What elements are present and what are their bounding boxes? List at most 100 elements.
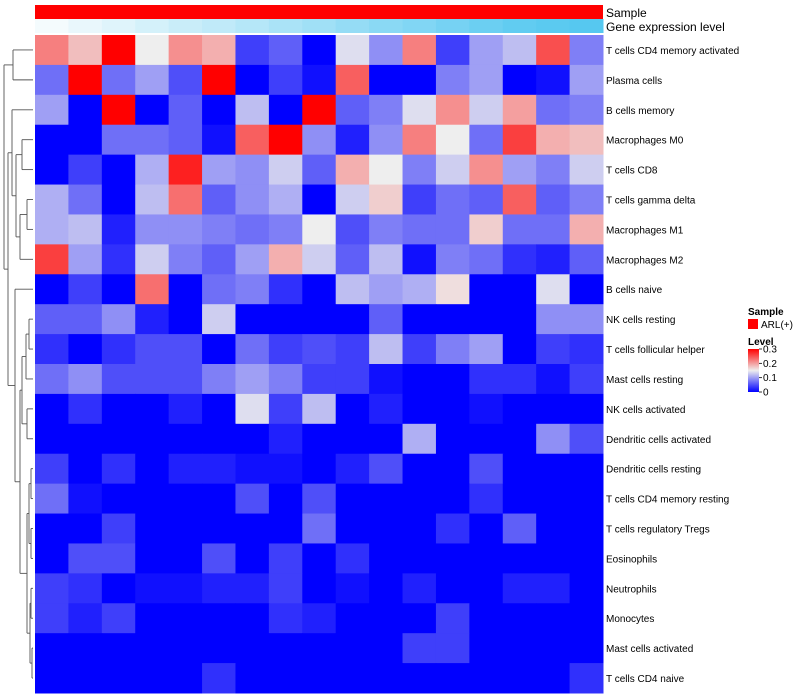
heatmap-cell bbox=[68, 304, 103, 335]
heatmap-cell bbox=[268, 154, 303, 186]
heatmap-cell bbox=[502, 214, 537, 245]
heatmap-cell bbox=[469, 513, 504, 544]
heatmap-cell bbox=[335, 334, 370, 365]
heatmap-cell bbox=[68, 423, 103, 455]
heatmap-cell bbox=[202, 393, 236, 425]
annotation-gene-cell bbox=[435, 19, 470, 33]
annotation-label-gene-expression: Gene expression level bbox=[606, 20, 725, 34]
heatmap-cell bbox=[235, 513, 270, 544]
heatmap-cell bbox=[469, 393, 504, 425]
heatmap-cell bbox=[135, 334, 170, 365]
heatmap-cell bbox=[235, 423, 270, 455]
row-label: Dendritic cells activated bbox=[606, 435, 711, 446]
heatmap-cell bbox=[101, 423, 136, 455]
heatmap-cell bbox=[235, 393, 270, 425]
heatmap-cell bbox=[335, 423, 370, 455]
heatmap-cell bbox=[268, 334, 303, 365]
heatmap-cell bbox=[202, 304, 236, 335]
heatmap-cell bbox=[402, 35, 437, 66]
row-label: T cells CD4 memory activated bbox=[606, 46, 739, 57]
heatmap-cell bbox=[502, 663, 537, 694]
heatmap-cell bbox=[502, 124, 537, 156]
heatmap-cell bbox=[369, 334, 404, 365]
heatmap-cell bbox=[101, 184, 136, 215]
heatmap-cell bbox=[469, 184, 504, 215]
heatmap-cell bbox=[402, 184, 437, 215]
heatmap-cell bbox=[235, 154, 270, 186]
legend-level-title: Level bbox=[748, 337, 774, 348]
heatmap-cell bbox=[202, 573, 236, 604]
heatmap-cell bbox=[202, 124, 236, 156]
heatmap-cell bbox=[435, 483, 470, 515]
heatmap-cell bbox=[35, 244, 69, 275]
heatmap-cell bbox=[369, 393, 404, 425]
heatmap-cell bbox=[268, 304, 303, 335]
heatmap-cell bbox=[68, 274, 103, 305]
annotation-gene-cell bbox=[469, 19, 504, 33]
heatmap-cell bbox=[202, 603, 236, 634]
heatmap-cell bbox=[135, 64, 170, 96]
heatmap-cell bbox=[369, 35, 404, 66]
heatmap-cell bbox=[569, 393, 604, 425]
heatmap-cell bbox=[369, 423, 404, 455]
heatmap-cell bbox=[235, 35, 270, 66]
heatmap-cell bbox=[35, 334, 69, 365]
heatmap-cell bbox=[202, 663, 236, 694]
annotation-label-sample: Sample bbox=[606, 6, 647, 20]
heatmap-cell bbox=[168, 483, 203, 515]
annotation-gene-cell bbox=[168, 19, 203, 33]
heatmap-cell bbox=[502, 453, 537, 485]
heatmap-cell bbox=[168, 184, 203, 215]
heatmap-cell bbox=[268, 603, 303, 634]
heatmap-cell bbox=[402, 124, 437, 156]
row-label: T cells gamma delta bbox=[606, 196, 696, 207]
heatmap-cell bbox=[536, 573, 571, 604]
heatmap-cell bbox=[35, 124, 69, 156]
heatmap-cell bbox=[369, 214, 404, 245]
heatmap-cell bbox=[569, 244, 604, 275]
heatmap-cell bbox=[369, 274, 404, 305]
heatmap-cell bbox=[302, 573, 337, 604]
heatmap-cell bbox=[202, 244, 236, 275]
heatmap-cell bbox=[402, 154, 437, 186]
heatmap-cell bbox=[302, 393, 337, 425]
heatmap-cell bbox=[569, 603, 604, 634]
annotation-gene-cell bbox=[402, 19, 437, 33]
heatmap-cell bbox=[35, 35, 69, 66]
annotation-gene-cell bbox=[101, 19, 136, 33]
heatmap-cell bbox=[101, 35, 136, 66]
heatmap-cell bbox=[235, 483, 270, 515]
heatmap-cell bbox=[68, 94, 103, 126]
heatmap-cell bbox=[168, 573, 203, 604]
heatmap-cell bbox=[268, 513, 303, 544]
heatmap-cell bbox=[502, 483, 537, 515]
row-label: T cells CD4 memory resting bbox=[606, 495, 729, 506]
heatmap-cell bbox=[202, 334, 236, 365]
heatmap-cell bbox=[302, 453, 337, 485]
heatmap-cell bbox=[268, 364, 303, 395]
heatmap-cell bbox=[536, 453, 571, 485]
heatmap-cell bbox=[536, 483, 571, 515]
heatmap-cell bbox=[135, 304, 170, 335]
heatmap-cell bbox=[435, 274, 470, 305]
legend-level-colorbar bbox=[748, 349, 759, 392]
row-label: Macrophages M0 bbox=[606, 136, 684, 147]
heatmap-cell bbox=[435, 154, 470, 186]
heatmap-cell bbox=[402, 543, 437, 574]
heatmap-cell bbox=[135, 423, 170, 455]
heatmap-cell bbox=[202, 214, 236, 245]
heatmap-cell bbox=[235, 453, 270, 485]
heatmap-cell bbox=[536, 364, 571, 395]
heatmap-cell bbox=[402, 304, 437, 335]
legend-level-ticks: 0.3 0.2 0.1 0 bbox=[759, 345, 777, 399]
annotation-gene-cell bbox=[536, 19, 571, 33]
row-label: Mast cells resting bbox=[606, 375, 683, 386]
heatmap-cell bbox=[435, 543, 470, 574]
heatmap-cell bbox=[502, 35, 537, 66]
heatmap-cell bbox=[68, 124, 103, 156]
heatmap-cell bbox=[302, 334, 337, 365]
heatmap-cell bbox=[202, 274, 236, 305]
heatmap-cell bbox=[435, 244, 470, 275]
annotation-gene-cell bbox=[569, 19, 604, 33]
heatmap-cell bbox=[302, 244, 337, 275]
